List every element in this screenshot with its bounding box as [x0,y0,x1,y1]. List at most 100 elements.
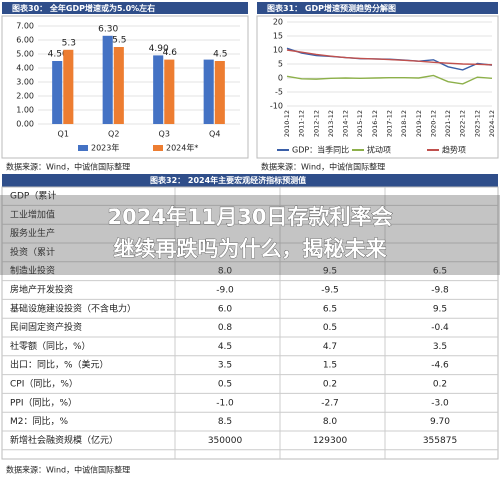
y-tick-label: 2.00 [16,92,34,101]
y-tick-label: 3.00 [16,78,34,87]
chart-title: 图表30： 全年GDP增速或为5.0%左右 [12,3,155,13]
x-tick-label: 2017-12 [386,110,394,137]
table-cell: -1.0 [216,398,234,408]
legend-label: 2023年 [91,143,119,153]
bar [52,61,63,124]
data-label: 4.5 [213,50,227,60]
row-label: 制造业投资 [10,265,55,277]
x-tick-label: 2016-12 [371,110,379,137]
data-label: 4.50 [48,50,68,60]
headline: 继续再跌吗为什么，揭秘未来 [114,237,388,261]
table-cell: 3.5 [218,361,232,371]
y-tick-label: 7.00 [16,22,34,31]
bar [63,49,74,124]
data-label: 5.5 [112,36,126,46]
x-tick-label: Q1 [58,130,69,139]
table-cell: -9.5 [321,286,339,296]
x-tick-label: 2011-12 [298,110,306,137]
row-label: PPI（同比，%） [10,396,77,408]
legend-label: GDP：当季同比 [292,145,349,155]
source: 数据来源：Wind，中诚信国际整理 [6,465,130,475]
y-tick-label: 20 [273,18,283,27]
data-label: 6.30 [98,24,118,34]
legend-label: 趋势项 [442,145,466,155]
y-tick-label: 6.00 [16,36,34,45]
headline: 2024年11月30日存款利率会 [108,205,393,229]
table-cell: -2.7 [321,398,339,408]
chart-header [257,2,498,14]
table-cell: 8.0 [218,267,233,277]
x-tick-label: 2012-12 [312,110,320,137]
table-cell: 0.8 [218,323,233,333]
row-label: 出口：同比，%（美元） [10,359,109,371]
y-tick-label: 0 [278,74,283,83]
table-cell: -9.8 [431,286,449,296]
table-cell: 8.5 [218,417,232,427]
table-cell: 129300 [313,436,348,446]
x-tick-label: Q4 [209,130,220,139]
x-tick-label: 2010-12 [283,110,291,137]
source: 数据来源：Wind，中诚信国际整理 [6,162,130,172]
bar [102,35,113,124]
legend-swatch [78,145,88,151]
table-cell: 355875 [423,436,457,446]
bar [203,59,214,124]
row-label: CPI（同比，%） [10,378,78,390]
table-cell: -9.0 [216,286,234,296]
row-label: 服务业生产 [10,227,55,239]
row-label: M2：同比，% [10,415,68,427]
data-label: 4.6 [163,48,178,58]
table-cell: 0.5 [323,323,337,333]
row-label: 投资（累计 [10,246,55,258]
table-cell: 9.5 [323,267,337,277]
line-series [286,49,493,66]
data-label: 5.3 [62,38,76,48]
row-label: 民间固定资产投资 [10,321,82,333]
x-tick-label: 2013-12 [327,110,335,137]
table-cell: 1.5 [323,361,337,371]
table-title: 图表32： 2024年主要宏观经济指标预测值 [150,175,306,185]
x-tick-label: 2014-12 [342,110,350,137]
overlay-band [0,195,500,275]
row-label: 社零额（同比，%） [10,340,91,352]
row-label: 新增社会融资规模（亿元） [10,434,118,446]
table-cell: 6.5 [433,267,447,277]
x-tick-label: 2019-12 [415,110,423,137]
x-tick-label: 2018-12 [400,110,408,137]
source: 数据来源：Wind，中诚信国际整理 [261,162,385,172]
x-tick-label: Q3 [159,130,170,139]
chart-frame [1,15,249,159]
y-tick-label: 10 [273,46,283,55]
row-label: 房地产开发投资 [10,284,73,296]
legend-label: 扰动项 [367,145,391,155]
row-label: 工业增加值 [10,208,55,220]
bar [153,55,164,124]
line-series [286,74,493,85]
table-header [2,174,498,187]
chart-title: 图表31： GDP增速预测趋势分解图 [267,3,396,13]
y-tick-label: -10 [270,102,283,111]
table-cell: 6.0 [218,304,233,314]
table-cell: 4.5 [218,342,232,352]
table-frame [1,186,499,460]
row-label: 基础设施建设投资（不含电力） [10,302,136,314]
x-tick-label: 2015-12 [356,110,364,137]
table-cell: 350000 [208,436,243,446]
table-cell: 0.2 [323,380,337,390]
chart-header [2,2,248,14]
y-tick-label: 0.00 [16,120,34,129]
table-cell: 9.70 [430,417,450,427]
y-tick-label: 5.00 [16,50,34,59]
y-tick-label: 5 [278,60,283,69]
table-cell: 6.5 [323,304,337,314]
table-cell: 3.5 [433,342,447,352]
bar [214,61,225,124]
table-cell: 0.5 [218,380,232,390]
table-cell: -4.6 [431,361,449,371]
x-tick-label: 2024-12 [488,110,496,137]
table-cell: -0.4 [431,323,449,333]
chart-frame [256,15,499,159]
